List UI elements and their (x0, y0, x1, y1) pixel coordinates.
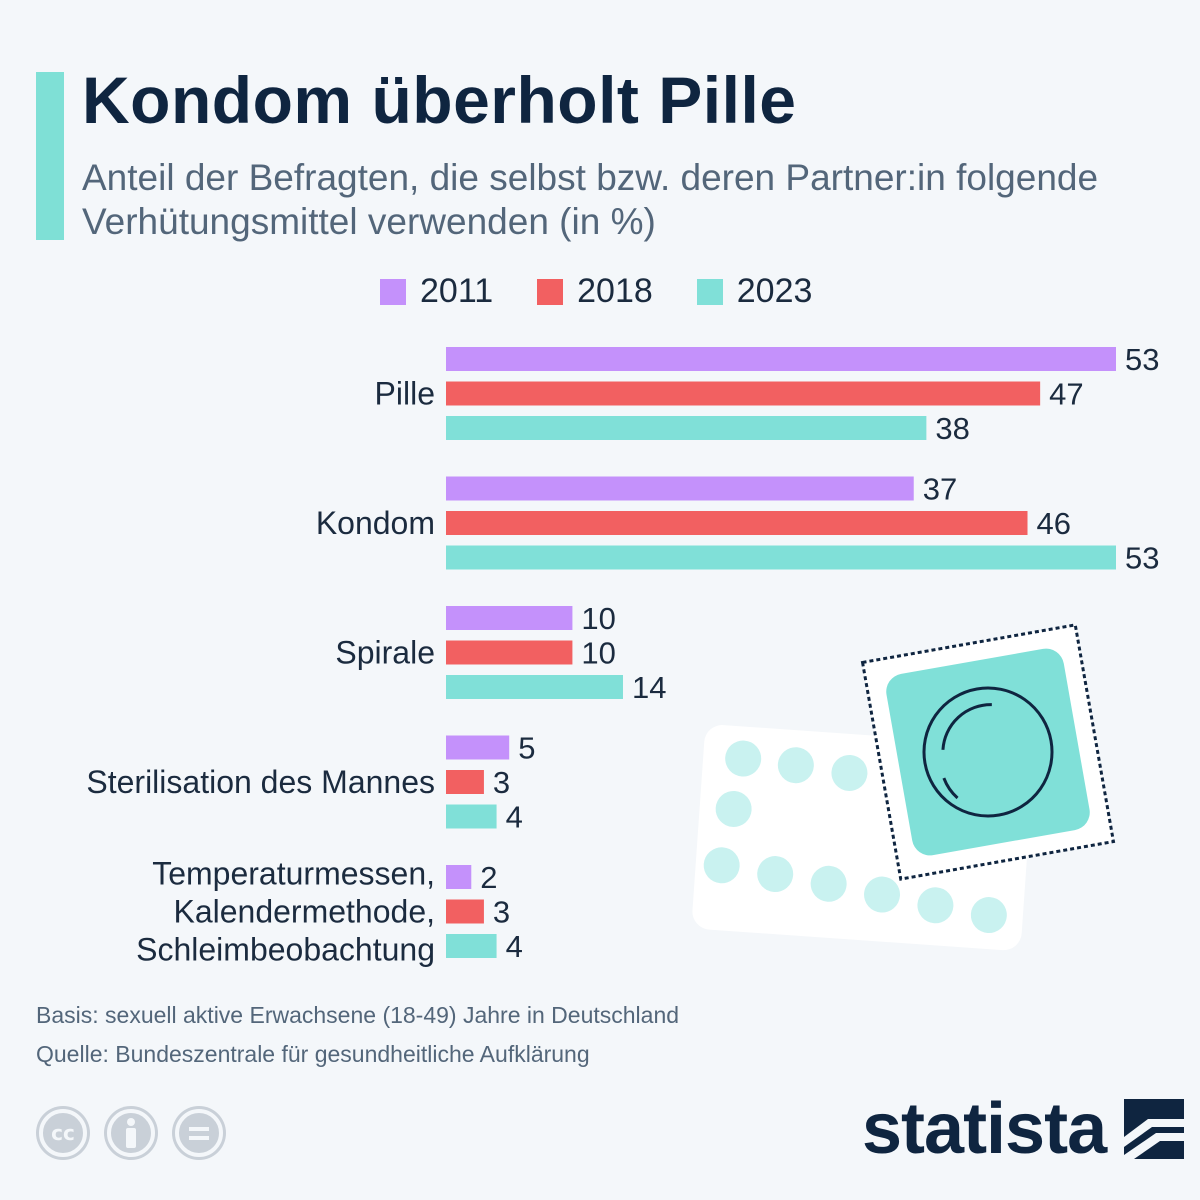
bar-2011 (446, 476, 914, 501)
bar-2018 (446, 511, 1028, 535)
statista-logo[interactable]: statista (862, 1088, 1185, 1170)
bar-2018 (446, 899, 484, 924)
bar-2023 (446, 804, 497, 829)
category-label: Temperaturmessen, Kalendermethode, Schleim… (136, 856, 435, 968)
bar-value-label: 4 (506, 929, 523, 964)
bar-2023 (446, 545, 1116, 570)
bar-value-label: 14 (632, 670, 666, 705)
bar-2011 (446, 865, 472, 889)
legend-label-2023: 2023 (736, 272, 813, 310)
brand-wordmark: statista (862, 1089, 1107, 1169)
source-note: Quelle: Bundeszentrale für gesundheitlic… (36, 1041, 590, 1067)
bar-value-label: 4 (506, 800, 523, 835)
bar-value-label: 53 (1125, 541, 1159, 576)
bar-value-label: 3 (493, 765, 510, 800)
bar-2018 (446, 381, 1041, 406)
bar-value-label: 37 (923, 472, 957, 507)
bar-value-label: 3 (493, 895, 510, 930)
bar-value-label: 10 (581, 601, 615, 636)
legend-swatch-2023 (696, 278, 723, 305)
legend: 2011 2018 2023 (380, 272, 812, 311)
bar-value-label: 10 (581, 636, 615, 671)
category-label: Kondom (316, 505, 435, 541)
bar-2018 (446, 640, 573, 665)
legend-swatch-2011 (380, 278, 406, 305)
bar-value-label: 38 (935, 411, 969, 446)
basis-note: Basis: sexuell aktive Erwachsene (18-49)… (36, 1002, 680, 1028)
title-accent-bar (36, 72, 64, 240)
category-label: Pille (375, 376, 435, 412)
legend-item-2023: 2023 (696, 272, 813, 311)
legend-label-2011: 2011 (420, 272, 494, 310)
noderivatives-icon[interactable] (172, 1106, 226, 1160)
svg-text:cc: cc (51, 1121, 75, 1145)
attribution-icon[interactable] (104, 1106, 158, 1160)
legend-swatch-2018 (537, 278, 564, 305)
condom-package-illustration (860, 623, 1116, 881)
bar-value-label: 47 (1049, 377, 1083, 412)
legend-item-2018: 2018 (537, 272, 653, 311)
category-label: Spirale (335, 635, 435, 671)
cc-icon[interactable]: cc (36, 1106, 90, 1160)
statista-logo-icon (1124, 1099, 1185, 1159)
bar-2023 (446, 675, 623, 699)
bar-2023 (446, 934, 497, 958)
bar-2011 (446, 347, 1116, 371)
bar-2018 (446, 770, 484, 794)
bar-value-label: 5 (518, 731, 535, 766)
page-title: Kondom überholt Pille (82, 63, 797, 137)
bar-2011 (446, 735, 510, 760)
bar-chart: Pille534738Kondom374653Spirale101014Ster… (86, 342, 1159, 968)
legend-item-2011: 2011 (380, 272, 493, 311)
bar-value-label: 46 (1037, 506, 1071, 541)
bar-2011 (446, 606, 573, 630)
bar-value-label: 2 (480, 860, 497, 895)
license-icons: cc (36, 1106, 226, 1160)
page-subtitle: Anteil der Befragten, die selbst bzw. de… (82, 157, 1099, 242)
legend-label-2018: 2018 (577, 272, 653, 310)
bar-2023 (446, 416, 927, 440)
bar-value-label: 53 (1125, 342, 1159, 377)
category-label: Sterilisation des Mannes (86, 764, 435, 800)
